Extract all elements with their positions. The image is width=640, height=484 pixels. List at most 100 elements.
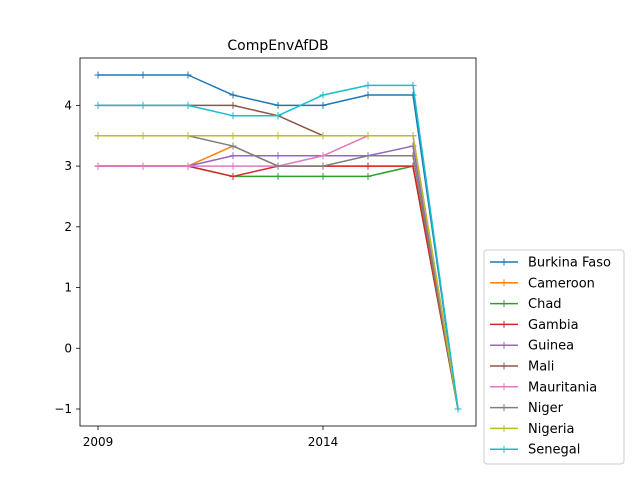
data-point-mali-2012 [229, 101, 237, 109]
legend-frame [483, 249, 625, 465]
series-line-burkina-faso [98, 74, 459, 410]
legend-marker-cameroon [500, 279, 508, 287]
data-point-burkina-faso-2013 [274, 101, 282, 109]
data-point-nigeria-2011 [184, 132, 192, 140]
legend-label-cameroon: Cameroon [528, 276, 595, 291]
series-senegal [94, 81, 462, 413]
legend-label-niger: Niger [528, 401, 564, 416]
y-tick-label: 1 [64, 281, 72, 295]
legend-label-mauritania: Mauritania [528, 380, 597, 395]
legend-label-mali: Mali [528, 360, 554, 375]
series-guinea [94, 142, 462, 413]
data-point-gambia-2015 [364, 162, 372, 170]
data-point-chad-2014 [319, 172, 327, 180]
data-point-burkina-faso-2011 [184, 71, 192, 79]
series-chad [94, 162, 462, 413]
data-point-burkina-faso-2015 [364, 91, 372, 99]
data-point-niger-2012 [229, 142, 237, 150]
data-point-senegal-2016 [409, 81, 417, 89]
series-burkina-faso [94, 71, 462, 413]
legend-marker-chad [500, 300, 508, 308]
legend-item-mali: Mali [490, 360, 554, 375]
data-point-gambia-2012 [229, 172, 237, 180]
data-point-burkina-faso-2010 [139, 71, 147, 79]
series-cameroon [94, 142, 462, 413]
legend: Burkina Faso Cameroon Chad Gambia Guinea Mali… [483, 249, 625, 465]
x-axis: 2009 2014 [83, 426, 339, 449]
data-point-guinea-2012 [229, 152, 237, 160]
plot-frame [79, 57, 477, 427]
series-mali [94, 101, 462, 413]
data-point-senegal-2015 [364, 81, 372, 89]
legend-item-nigeria: Nigeria [490, 422, 575, 437]
data-point-niger-2016 [409, 152, 417, 160]
legend-label-burkina-faso: Burkina Faso [528, 256, 611, 271]
data-point-senegal-2009 [94, 101, 102, 109]
legend-item-cameroon: Cameroon [490, 276, 595, 291]
series-line-mali [98, 104, 459, 410]
data-point-niger-2013 [274, 162, 282, 170]
y-tick-label: 0 [64, 341, 72, 355]
legend-item-guinea: Guinea [490, 339, 574, 354]
data-point-chad-2013 [274, 172, 282, 180]
data-point-senegal-2013 [274, 112, 282, 120]
y-axis: −1 0 1 2 3 4 [54, 98, 80, 416]
data-point-senegal-2012 [229, 112, 237, 120]
legend-marker-senegal [500, 445, 508, 453]
data-point-nigeria-2016 [409, 132, 417, 140]
y-tick-label: 3 [64, 159, 72, 173]
legend-item-chad: Chad [490, 297, 562, 312]
series-line-gambia [98, 165, 459, 410]
legend-label-gambia: Gambia [528, 318, 579, 333]
series-line-cameroon [98, 145, 459, 410]
legend-item-burkina-faso: Burkina Faso [490, 256, 611, 271]
legend-item-gambia: Gambia [490, 318, 579, 333]
legend-item-mauritania: Mauritania [490, 380, 597, 395]
data-point-guinea-2013 [274, 152, 282, 160]
legend-marker-gambia [500, 320, 508, 328]
data-point-senegal-2010 [139, 101, 147, 109]
data-point-burkina-faso-2014 [319, 101, 327, 109]
legend-item-senegal: Senegal [490, 443, 580, 458]
legend-marker-guinea [500, 341, 508, 349]
legend-item-niger: Niger [490, 401, 564, 416]
y-tick-label: 2 [64, 220, 72, 234]
legend-marker-burkina-faso [500, 258, 508, 266]
legend-label-chad: Chad [528, 297, 562, 312]
series-line-chad [98, 165, 459, 410]
data-point-mauritania-2011 [184, 162, 192, 170]
data-point-nigeria-2009 [94, 132, 102, 140]
data-point-chad-2015 [364, 172, 372, 180]
legend-label-guinea: Guinea [528, 339, 574, 354]
data-point-nigeria-2010 [139, 132, 147, 140]
data-point-mauritania-2012 [229, 162, 237, 170]
data-point-senegal-2011 [184, 101, 192, 109]
series-gambia [94, 162, 462, 413]
data-point-mauritania-2014 [319, 152, 327, 160]
legend-marker-mali [500, 362, 508, 370]
data-point-nigeria-2014 [319, 132, 327, 140]
legend-marker-nigeria [500, 424, 508, 432]
data-point-niger-2015 [364, 152, 372, 160]
legend-marker-niger [500, 404, 508, 412]
data-point-nigeria-2013 [274, 132, 282, 140]
data-point-nigeria-2012 [229, 132, 237, 140]
data-point-niger-2014 [319, 162, 327, 170]
legend-label-senegal: Senegal [528, 443, 580, 458]
data-point-burkina-faso-2012 [229, 91, 237, 99]
data-point-burkina-faso-2009 [94, 71, 102, 79]
data-point-mauritania-2010 [139, 162, 147, 170]
chart-title: CompEnvAfDB [227, 38, 328, 54]
series-line-guinea [98, 145, 459, 410]
y-tick-label: −1 [54, 402, 72, 416]
x-tick-label: 2009 [83, 435, 114, 449]
data-point-senegal-2017 [454, 405, 462, 413]
legend-marker-mauritania [500, 383, 508, 391]
data-point-nigeria-2015 [364, 132, 372, 140]
legend-label-nigeria: Nigeria [528, 422, 575, 437]
data-point-burkina-faso-2016 [409, 91, 417, 99]
data-point-senegal-2014 [319, 91, 327, 99]
series-layer [94, 71, 462, 413]
x-tick-label: 2014 [308, 435, 339, 449]
